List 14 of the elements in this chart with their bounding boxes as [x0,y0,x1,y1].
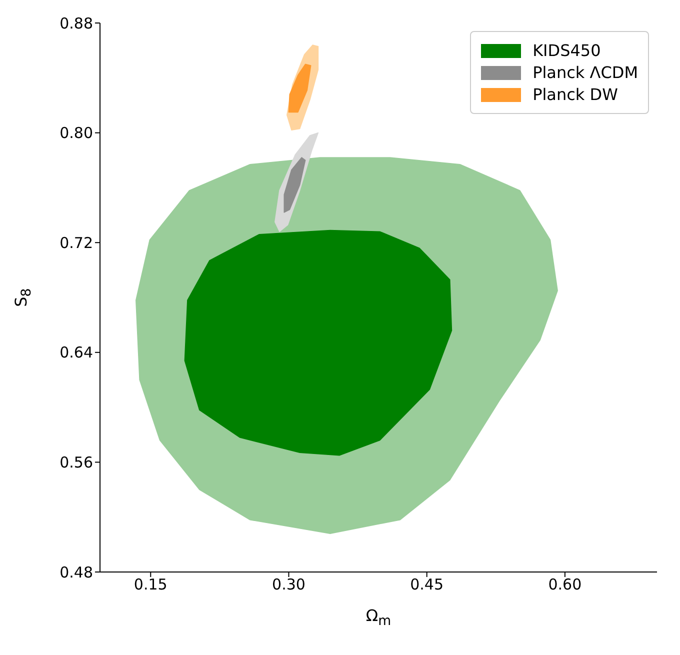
legend-label: KIDS450 [532,41,601,60]
x-tick-label: 0.30 [272,576,306,594]
x-tick-label: 0.45 [410,576,444,594]
y-tick-label: 0.48 [60,563,93,582]
y-tick-label: 0.88 [60,14,93,32]
x-tick-label: 0.60 [548,576,582,594]
y-tick-label: 0.72 [60,234,93,252]
y-tick-label: 0.56 [60,454,93,472]
y-tick-label: 0.64 [60,344,93,362]
legend-label: Planck ΛCDM [532,63,638,82]
y-tick-label: 0.80 [60,124,93,142]
x-tick-label: 0.15 [134,576,168,594]
x-axis-title: Ω$_{m}$ [364,606,392,630]
legend-label: Planck DW [532,85,618,104]
